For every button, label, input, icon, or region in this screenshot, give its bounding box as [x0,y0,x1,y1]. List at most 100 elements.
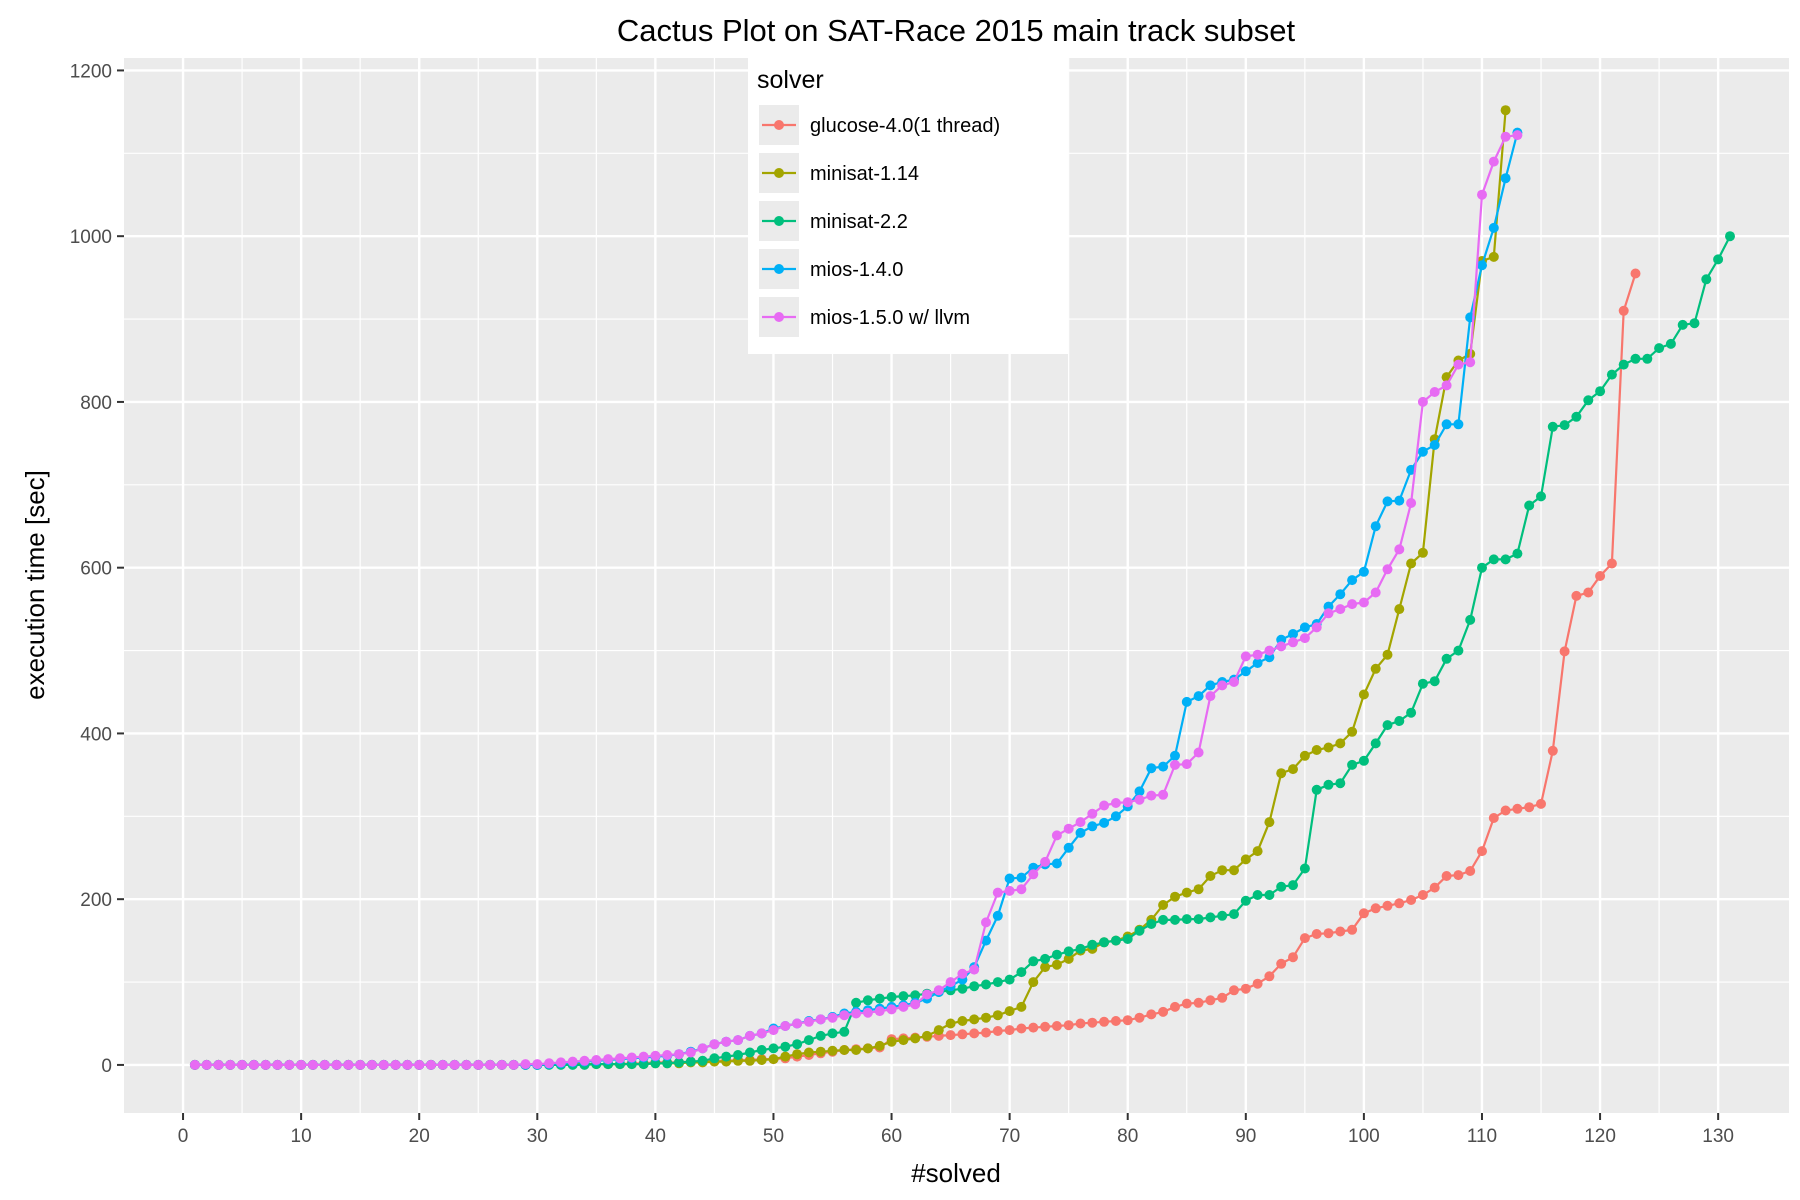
series-point [1181,914,1192,925]
series-point [1488,222,1499,233]
x-axis: 0 10 20 30 40 50 60 70 80 90 100 110 120 130 [178,1113,1734,1147]
series-point [839,1045,850,1055]
series-point [1016,967,1027,978]
series-point [780,1021,791,1031]
series-point [1122,1015,1133,1026]
series-point [1193,997,1204,1008]
series-point [910,1033,921,1044]
series-point [1618,305,1629,316]
series-point [1051,858,1062,869]
series-point [1217,865,1228,876]
series-layer [189,105,1735,1070]
series-point [1170,759,1180,770]
series-point [1205,680,1216,691]
series-point [1358,755,1369,766]
series-point [1051,959,1062,970]
series-point [426,1059,436,1070]
series-point [1288,952,1298,963]
series-point [1417,446,1428,457]
series-point [1063,953,1074,964]
series-point [1087,1017,1098,1028]
series-point [1016,872,1027,883]
x-tick-label: 130 [1702,1126,1734,1147]
series-point [1441,653,1452,664]
series-point [910,990,921,1001]
y-tick-label: 0 [101,1056,112,1077]
series-point [1335,589,1346,600]
legend-label: minisat-2.2 [810,211,908,233]
x-tick-label: 70 [999,1126,1020,1147]
series-point [1170,891,1180,902]
series-point [981,979,991,990]
series-point [367,1059,377,1070]
series-point [756,1055,767,1065]
series-point [1406,895,1417,905]
series-point [1229,677,1239,687]
series-point [1110,935,1121,946]
series-point [1358,566,1369,577]
series-point [1477,260,1487,271]
series-point [1217,910,1228,921]
legend-background [748,58,1068,354]
series-point [1016,884,1027,895]
series-point [1559,420,1570,431]
series-point [1547,421,1558,432]
series-point [1347,759,1358,770]
series-point [1004,1025,1015,1036]
series-point [685,1056,696,1067]
series-point [709,1039,720,1050]
series-point [1158,1006,1169,1017]
series-point [1181,887,1192,898]
series-point [1500,554,1511,565]
series-point [803,1035,814,1046]
x-tick-label: 90 [1235,1126,1256,1147]
series-point [1370,903,1381,914]
series-point [1134,794,1145,805]
series-point [1406,498,1417,508]
series-point [1618,359,1629,370]
series-point [1725,231,1735,242]
series-point [815,1046,826,1057]
series-point [1500,805,1511,816]
series-point [1040,962,1051,973]
series-point [957,1016,968,1026]
series-point [1134,1012,1145,1023]
series-point [1264,645,1275,656]
series-point [638,1051,649,1062]
series-point [1677,319,1688,330]
x-tick-label: 10 [291,1126,312,1147]
series-point [1311,784,1322,795]
series-point [1063,842,1074,853]
legend-label: mios-1.5.0 w/ llvm [810,307,970,329]
series-point [1240,854,1251,865]
series-point [414,1059,425,1070]
series-point [1559,646,1570,657]
x-tick-label: 100 [1348,1126,1380,1147]
series-point [898,1001,909,1012]
legend-label: minisat-1.14 [810,163,919,185]
series-point [1170,1001,1180,1012]
series-point [662,1050,673,1060]
legend-key-point [774,120,784,130]
series-point [1252,978,1263,989]
series-point [1217,992,1228,1003]
legend-item: glucose-4.0(1 thread) [759,105,1000,145]
series-point [933,985,944,996]
series-point [390,1059,401,1070]
series-point [1406,707,1417,718]
series-point [1016,1023,1027,1034]
series-point [1654,343,1665,354]
series-point [709,1053,720,1064]
x-tick-label: 60 [881,1126,902,1147]
y-tick-label: 400 [80,724,112,745]
series-point [189,1059,200,1070]
series-point [1429,882,1440,893]
series-point [744,1030,755,1041]
series-point [1217,680,1228,691]
series-point [1252,658,1263,668]
series-point [1630,353,1641,364]
series-point [1181,696,1192,707]
series-point [992,910,1003,921]
series-point [567,1056,578,1067]
series-point [508,1059,519,1070]
